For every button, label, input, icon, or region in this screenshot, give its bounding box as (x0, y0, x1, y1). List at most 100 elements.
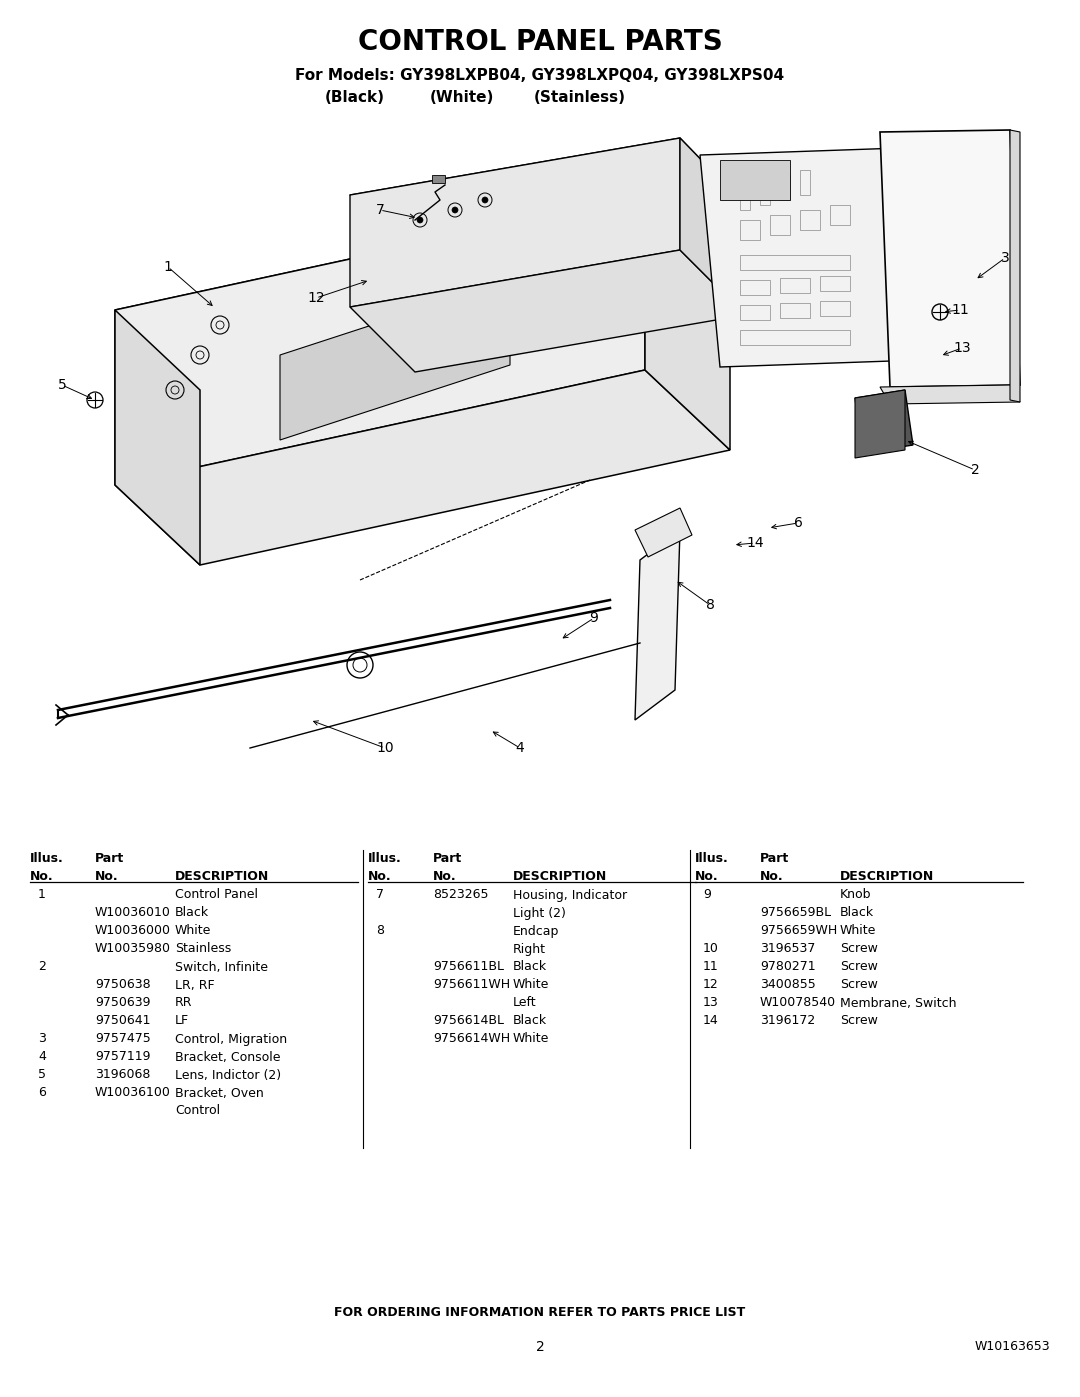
Text: 4: 4 (515, 740, 525, 754)
Text: White: White (175, 925, 212, 937)
Text: 8: 8 (705, 598, 715, 612)
Text: 9: 9 (590, 610, 598, 624)
Text: Illus.: Illus. (368, 852, 402, 865)
Polygon shape (855, 390, 905, 458)
Text: 10: 10 (703, 943, 719, 956)
Text: 3: 3 (38, 1032, 45, 1045)
Text: White: White (513, 978, 550, 992)
Text: 3400855: 3400855 (760, 978, 815, 992)
Polygon shape (680, 138, 745, 314)
Text: White: White (513, 1032, 550, 1045)
Text: Screw: Screw (840, 1014, 878, 1028)
Text: 2: 2 (971, 462, 980, 476)
Text: Left: Left (513, 996, 537, 1010)
Text: Part: Part (95, 852, 124, 865)
Text: Bracket, Console: Bracket, Console (175, 1051, 281, 1063)
Text: 9757119: 9757119 (95, 1051, 150, 1063)
Text: DESCRIPTION: DESCRIPTION (513, 869, 607, 883)
Text: W10036000: W10036000 (95, 925, 171, 937)
Text: 5: 5 (57, 379, 66, 393)
Text: No.: No. (696, 869, 718, 883)
Text: Right: Right (513, 943, 546, 956)
Text: Lens, Indictor (2): Lens, Indictor (2) (175, 1069, 281, 1081)
Polygon shape (114, 370, 730, 564)
Polygon shape (880, 386, 1020, 404)
Polygon shape (855, 390, 913, 453)
Text: W10035980: W10035980 (95, 943, 171, 956)
Text: DESCRIPTION: DESCRIPTION (175, 869, 269, 883)
Polygon shape (635, 509, 692, 557)
Text: Control, Migration: Control, Migration (175, 1032, 287, 1045)
Text: No.: No. (368, 869, 392, 883)
Text: Housing, Indicator: Housing, Indicator (513, 888, 627, 901)
Text: LR, RF: LR, RF (175, 978, 215, 992)
Text: W10163653: W10163653 (974, 1341, 1050, 1354)
Text: Black: Black (840, 907, 874, 919)
Text: Black: Black (175, 907, 210, 919)
Text: Black: Black (513, 961, 548, 974)
Polygon shape (880, 130, 1020, 387)
Text: 3: 3 (1001, 251, 1010, 265)
Polygon shape (700, 148, 920, 367)
Text: Stainless: Stainless (175, 943, 231, 956)
Text: 9780271: 9780271 (760, 961, 815, 974)
Text: No.: No. (760, 869, 784, 883)
Text: Bracket, Oven: Bracket, Oven (175, 1087, 264, 1099)
Text: 6: 6 (794, 515, 802, 529)
Text: White: White (840, 925, 876, 937)
Text: No.: No. (30, 869, 54, 883)
Text: CONTROL PANEL PARTS: CONTROL PANEL PARTS (357, 28, 723, 56)
Polygon shape (350, 138, 745, 263)
Text: Part: Part (433, 852, 462, 865)
Text: 7: 7 (376, 888, 384, 901)
Text: 9750641: 9750641 (95, 1014, 150, 1028)
Text: Knob: Knob (840, 888, 872, 901)
Text: Part: Part (760, 852, 789, 865)
Text: 9750638: 9750638 (95, 978, 150, 992)
Text: 2: 2 (38, 961, 45, 974)
Text: 11: 11 (703, 961, 719, 974)
Text: 4: 4 (38, 1051, 45, 1063)
Circle shape (417, 217, 423, 224)
Text: 9756611WH: 9756611WH (433, 978, 510, 992)
Text: W10078540: W10078540 (760, 996, 836, 1010)
Text: 1: 1 (163, 260, 173, 274)
Text: (Stainless): (Stainless) (534, 89, 626, 105)
Text: 9757475: 9757475 (95, 1032, 151, 1045)
Text: No.: No. (433, 869, 457, 883)
Polygon shape (645, 196, 730, 450)
Text: 2: 2 (536, 1340, 544, 1354)
Text: 3196537: 3196537 (760, 943, 815, 956)
Text: Switch, Infinite: Switch, Infinite (175, 961, 268, 974)
Text: 9756611BL: 9756611BL (433, 961, 504, 974)
Polygon shape (432, 175, 445, 183)
Text: Light (2): Light (2) (513, 907, 566, 919)
Text: Screw: Screw (840, 978, 878, 992)
Text: Screw: Screw (840, 961, 878, 974)
Text: 14: 14 (703, 1014, 719, 1028)
Polygon shape (350, 250, 745, 372)
Circle shape (453, 207, 458, 212)
Polygon shape (114, 310, 200, 564)
Text: 9756614WH: 9756614WH (433, 1032, 510, 1045)
Text: (White): (White) (430, 89, 495, 105)
Text: Illus.: Illus. (30, 852, 64, 865)
Text: 3196172: 3196172 (760, 1014, 815, 1028)
Text: Control Panel: Control Panel (175, 888, 258, 901)
Polygon shape (280, 279, 510, 440)
Text: FOR ORDERING INFORMATION REFER TO PARTS PRICE LIST: FOR ORDERING INFORMATION REFER TO PARTS … (335, 1306, 745, 1319)
Text: 3196068: 3196068 (95, 1069, 150, 1081)
Text: 12: 12 (703, 978, 719, 992)
Polygon shape (635, 529, 680, 719)
Text: Endcap: Endcap (513, 925, 559, 937)
Text: Membrane, Switch: Membrane, Switch (840, 996, 957, 1010)
Polygon shape (350, 138, 680, 307)
Text: DESCRIPTION: DESCRIPTION (840, 869, 934, 883)
Text: Screw: Screw (840, 943, 878, 956)
Text: LF: LF (175, 1014, 189, 1028)
Text: 1: 1 (38, 888, 45, 901)
Text: Illus.: Illus. (696, 852, 729, 865)
Text: 10: 10 (376, 740, 394, 754)
Text: W10036100: W10036100 (95, 1087, 171, 1099)
Text: 13: 13 (703, 996, 719, 1010)
